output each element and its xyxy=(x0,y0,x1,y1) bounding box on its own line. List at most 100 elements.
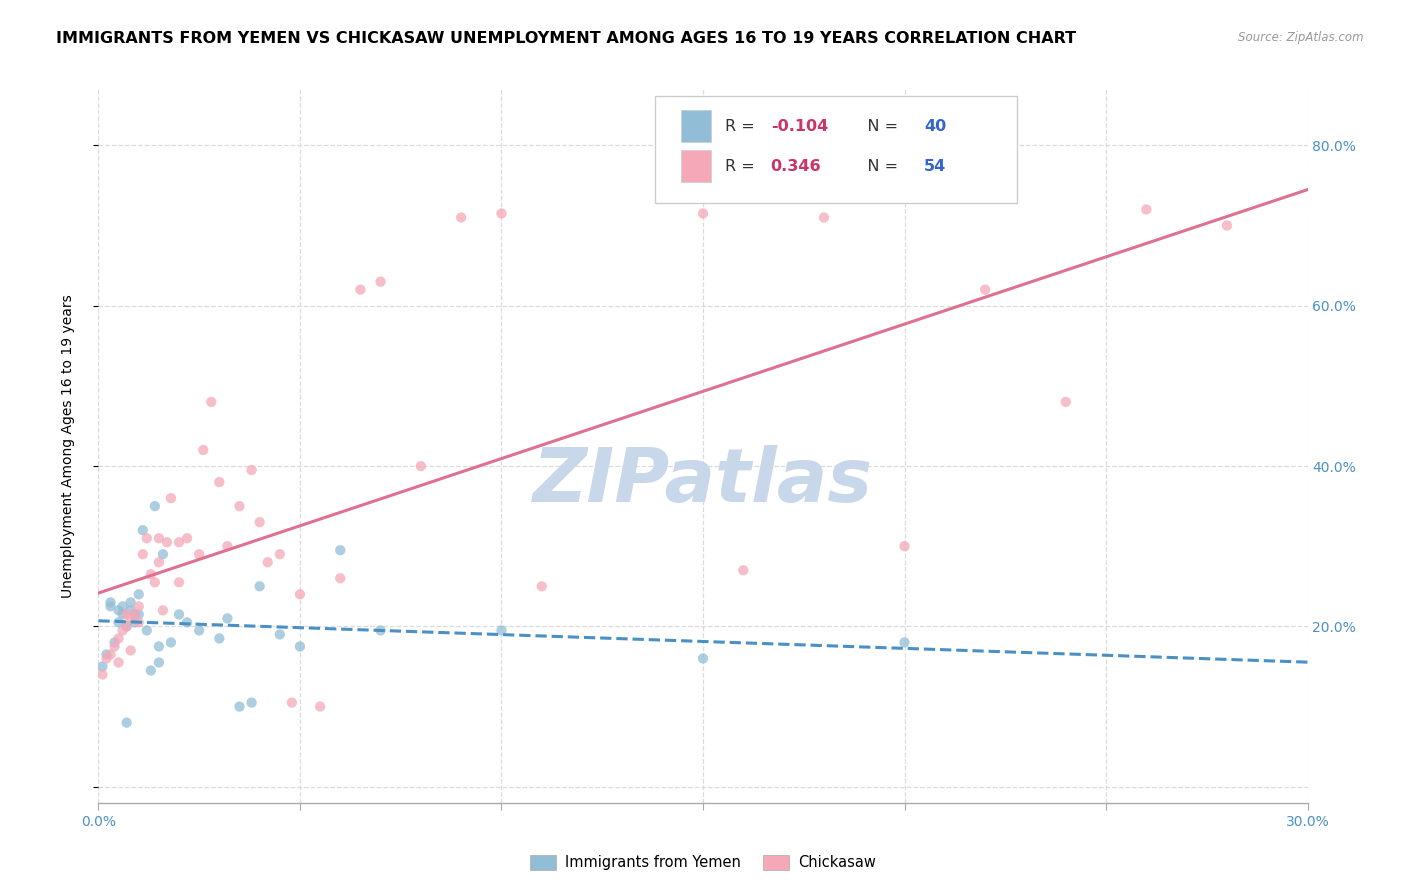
Point xyxy=(96,648,118,662)
Point xyxy=(143,499,166,513)
Point xyxy=(409,458,432,473)
Point xyxy=(733,563,755,577)
Point xyxy=(120,611,142,625)
Text: 0.346: 0.346 xyxy=(770,159,821,174)
Point xyxy=(370,275,392,289)
Point xyxy=(148,640,170,654)
Point xyxy=(135,531,157,545)
Text: IMMIGRANTS FROM YEMEN VS CHICKASAW UNEMPLOYMENT AMONG AGES 16 TO 19 YEARS CORREL: IMMIGRANTS FROM YEMEN VS CHICKASAW UNEMP… xyxy=(56,31,1077,46)
Point xyxy=(120,643,142,657)
Point xyxy=(217,539,239,553)
Point xyxy=(107,656,129,670)
Point xyxy=(370,624,392,638)
Point xyxy=(256,555,278,569)
Point xyxy=(156,535,179,549)
Point xyxy=(692,206,714,220)
Point xyxy=(124,607,146,622)
Point xyxy=(240,463,263,477)
Y-axis label: Unemployment Among Ages 16 to 19 years: Unemployment Among Ages 16 to 19 years xyxy=(60,294,75,598)
Point xyxy=(139,664,162,678)
Point xyxy=(115,715,138,730)
FancyBboxPatch shape xyxy=(682,111,711,143)
Point xyxy=(176,531,198,545)
Point xyxy=(124,615,146,630)
Point xyxy=(152,603,174,617)
Point xyxy=(124,607,146,622)
Text: 40: 40 xyxy=(924,119,946,134)
Point xyxy=(160,635,183,649)
Point xyxy=(329,571,352,585)
Point xyxy=(349,283,371,297)
Text: Source: ZipAtlas.com: Source: ZipAtlas.com xyxy=(1239,31,1364,45)
Legend: Immigrants from Yemen, Chickasaw: Immigrants from Yemen, Chickasaw xyxy=(524,848,882,876)
Point xyxy=(281,696,304,710)
Point xyxy=(269,627,291,641)
Point xyxy=(167,535,190,549)
Point xyxy=(111,607,134,622)
Point xyxy=(107,615,129,630)
Point xyxy=(491,624,513,638)
Point xyxy=(128,615,150,630)
Point xyxy=(288,640,311,654)
Point xyxy=(329,543,352,558)
Point xyxy=(111,599,134,614)
Point xyxy=(249,515,271,529)
Point xyxy=(450,211,472,225)
Point xyxy=(139,567,162,582)
Point xyxy=(128,587,150,601)
Point xyxy=(249,579,271,593)
Point xyxy=(143,575,166,590)
Point xyxy=(128,599,150,614)
Point xyxy=(269,547,291,561)
Point xyxy=(115,619,138,633)
Point xyxy=(208,475,231,489)
Text: N =: N = xyxy=(852,119,903,134)
Point xyxy=(91,667,114,681)
Point xyxy=(200,395,222,409)
Point xyxy=(309,699,332,714)
Point xyxy=(148,555,170,569)
Point xyxy=(188,547,211,561)
Point xyxy=(176,615,198,630)
Point xyxy=(491,206,513,220)
Point xyxy=(193,442,215,457)
Text: R =: R = xyxy=(724,159,765,174)
Point xyxy=(692,651,714,665)
Point xyxy=(115,619,138,633)
Point xyxy=(813,211,835,225)
Point xyxy=(120,603,142,617)
Point xyxy=(91,659,114,673)
Point xyxy=(893,635,915,649)
Point xyxy=(100,648,122,662)
Point xyxy=(135,624,157,638)
Point xyxy=(96,651,118,665)
Point xyxy=(128,607,150,622)
FancyBboxPatch shape xyxy=(655,96,1018,203)
Point xyxy=(167,575,190,590)
Point xyxy=(167,607,190,622)
Point xyxy=(208,632,231,646)
Point xyxy=(188,624,211,638)
Point xyxy=(115,607,138,622)
Point xyxy=(217,611,239,625)
Point xyxy=(132,523,155,537)
Point xyxy=(100,595,122,609)
Point xyxy=(288,587,311,601)
Point xyxy=(107,632,129,646)
Point xyxy=(103,640,125,654)
Point xyxy=(893,539,915,553)
Point xyxy=(120,595,142,609)
Point xyxy=(228,699,250,714)
Point xyxy=(974,283,997,297)
Point xyxy=(132,547,155,561)
Text: R =: R = xyxy=(724,119,759,134)
FancyBboxPatch shape xyxy=(682,150,711,182)
Point xyxy=(111,624,134,638)
Point xyxy=(103,635,125,649)
Text: N =: N = xyxy=(852,159,903,174)
Text: ZIPatlas: ZIPatlas xyxy=(533,445,873,518)
Point xyxy=(1054,395,1077,409)
Point xyxy=(148,656,170,670)
Point xyxy=(148,531,170,545)
Point xyxy=(530,579,553,593)
